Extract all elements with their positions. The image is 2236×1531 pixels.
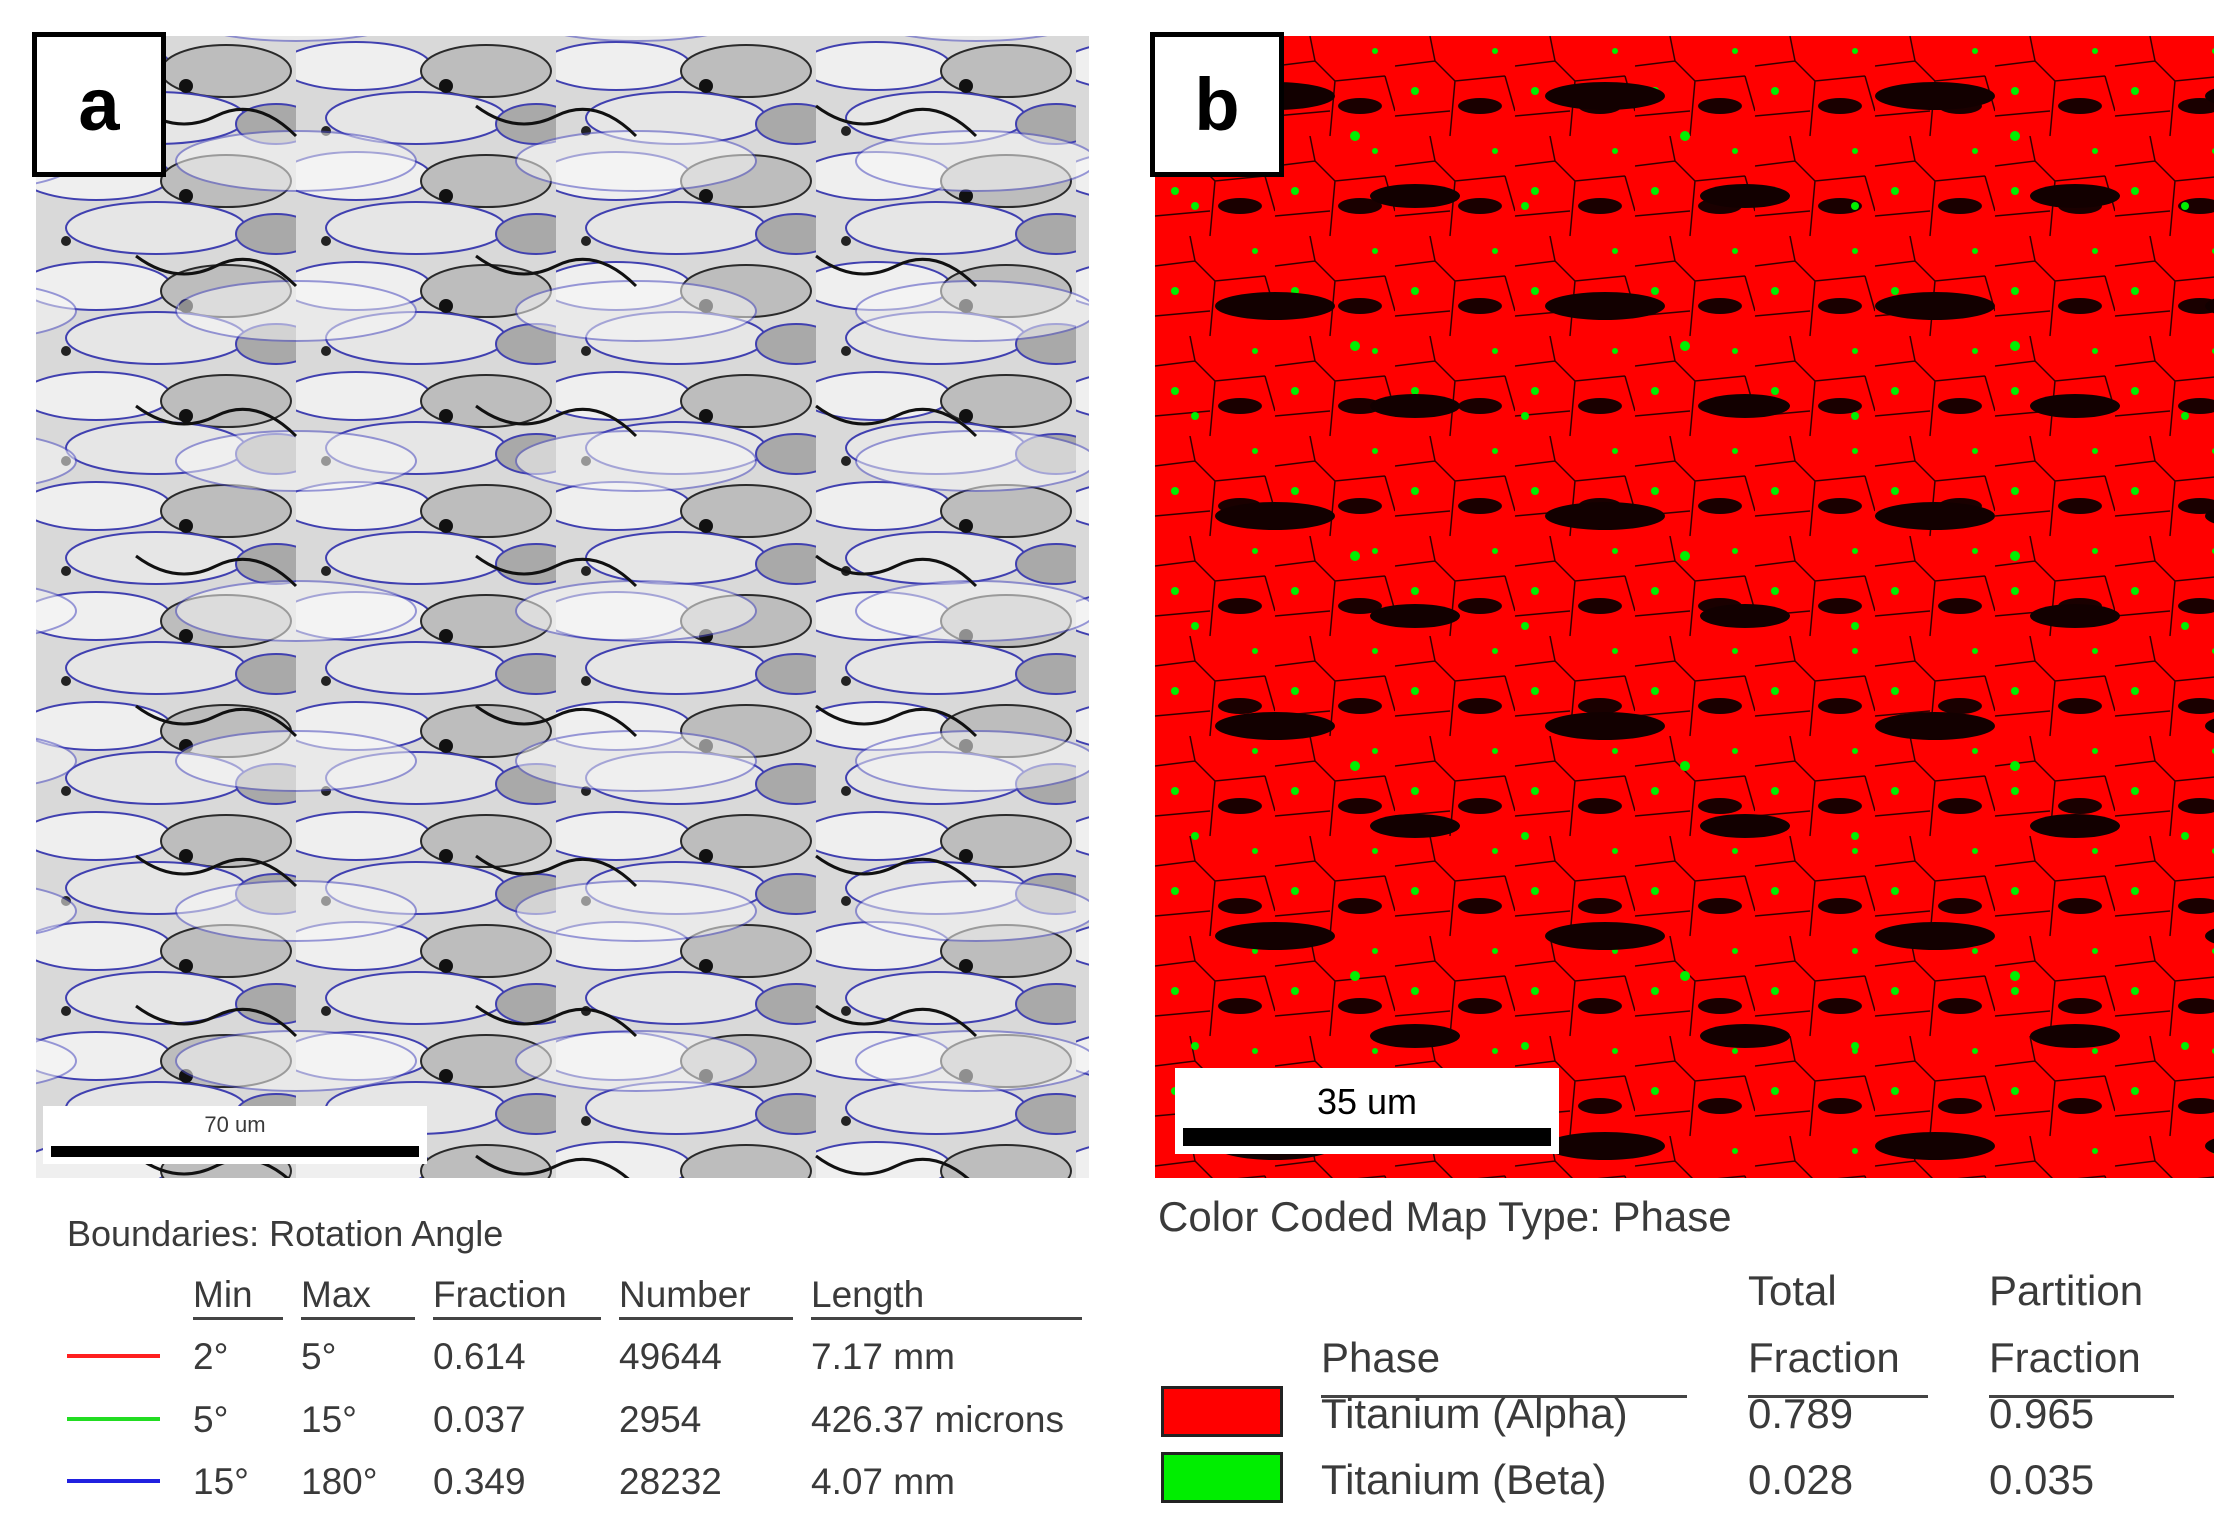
boundary-line-swatch — [67, 1479, 160, 1483]
column-header: Partition Fraction — [1989, 1257, 2174, 1398]
column-header: Min — [193, 1276, 283, 1320]
scale-bar-label: 35 um — [1316, 1081, 1418, 1122]
phase-map — [1155, 36, 2214, 1178]
table-cell: 5° — [193, 1399, 229, 1440]
scale-bar-line — [1183, 1128, 1551, 1146]
scale-bar-line — [51, 1146, 419, 1157]
table-cell: 0.035 — [1989, 1456, 2095, 1503]
boundary-line-swatch — [67, 1417, 160, 1421]
table-cell: 49644 — [619, 1336, 722, 1377]
table-cell: 15° — [193, 1461, 249, 1502]
column-header: Number — [619, 1276, 793, 1320]
phase-swatch — [1161, 1386, 1283, 1437]
boundary-map — [36, 36, 1089, 1178]
table-cell: Titanium (Beta) — [1321, 1456, 1607, 1503]
panel-label: a — [32, 32, 166, 177]
scale-bar: 35 um — [1175, 1068, 1559, 1154]
scale-bar-label: 70 um — [204, 1112, 266, 1137]
column-header: Length — [811, 1276, 1082, 1320]
table-cell: 0.614 — [433, 1336, 526, 1377]
table-cell: 426.37 microns — [811, 1399, 1064, 1440]
legend-title: Boundaries: Rotation Angle — [67, 1213, 504, 1254]
legend-title: Color Coded Map Type: Phase — [1158, 1193, 1732, 1240]
scale-bar: 70 um — [43, 1106, 427, 1164]
column-header: Total Fraction — [1748, 1257, 1928, 1398]
column-header: Phase — [1321, 1324, 1687, 1398]
table-cell: 0.037 — [433, 1399, 526, 1440]
table-cell: 0.028 — [1748, 1456, 1854, 1503]
table-cell: 0.789 — [1748, 1390, 1854, 1437]
table-cell: Titanium (Alpha) — [1321, 1390, 1628, 1437]
table-cell: 15° — [301, 1399, 357, 1440]
table-cell: 28232 — [619, 1461, 722, 1502]
phase-swatch — [1161, 1452, 1283, 1503]
table-cell: 4.07 mm — [811, 1461, 955, 1502]
table-cell: 2° — [193, 1336, 229, 1377]
table-cell: 0.349 — [433, 1461, 526, 1502]
table-cell: 2954 — [619, 1399, 702, 1440]
table-cell: 5° — [301, 1336, 337, 1377]
panel-label: b — [1150, 32, 1284, 177]
table-cell: 7.17 mm — [811, 1336, 955, 1377]
boundary-line-swatch — [67, 1354, 160, 1358]
table-cell: 0.965 — [1989, 1390, 2095, 1437]
table-cell: 180° — [301, 1461, 378, 1502]
column-header: Fraction — [433, 1276, 601, 1320]
column-header: Max — [301, 1276, 415, 1320]
